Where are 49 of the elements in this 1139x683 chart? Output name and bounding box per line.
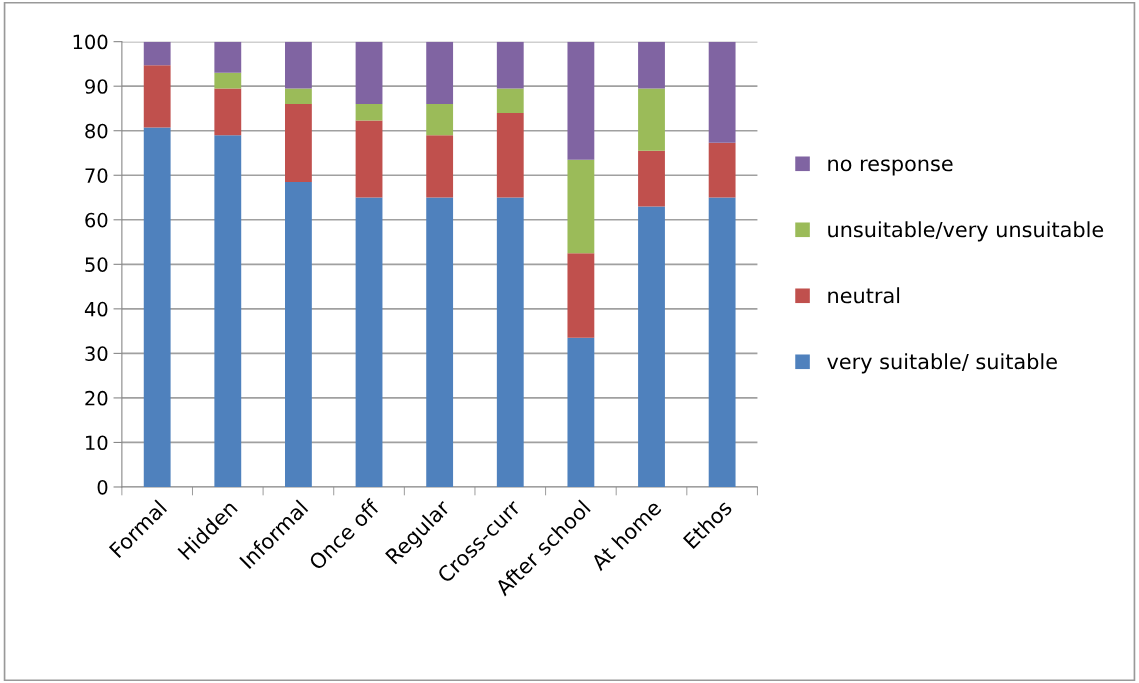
bar [143,41,171,66]
bar [638,41,665,89]
legend-label: unsuitable/very unsuitable [828,221,1104,242]
bar [426,41,454,105]
bar [214,88,242,136]
y-tick-label: 30 [85,346,108,362]
y-tick-label: 90 [85,79,108,94]
bar [355,197,383,487]
bar [567,253,595,338]
bar [426,197,454,487]
bar [285,181,312,487]
bar [708,197,736,487]
bar [285,104,312,182]
bar [496,41,524,89]
bar [708,142,736,198]
bar [214,72,242,89]
legend-label: no response [828,159,953,176]
bar [143,127,171,487]
y-tick-label: 100 [73,34,108,50]
bar [355,41,383,105]
bar [496,112,524,198]
bar [567,159,595,254]
bar [285,41,312,89]
y-tick-label: 60 [85,212,108,228]
bar [567,41,595,160]
legend-label: very suitable/ suitable [827,353,1057,374]
y-tick-label: 50 [85,257,108,272]
bar [214,135,242,487]
bar [426,135,454,198]
y-tick-label: 10 [86,435,108,451]
bar [355,120,383,198]
bar [638,206,665,487]
bar [708,41,736,143]
bar [496,88,524,113]
bar [426,104,454,136]
bar [143,65,171,128]
bar [355,104,383,121]
bar [638,88,665,151]
bar [214,41,242,73]
y-tick-label: 70 [85,168,108,183]
y-tick-label: 0 [97,479,108,495]
bar [638,150,665,207]
legend-label: neutral [828,287,900,304]
y-tick-label: 40 [84,301,108,317]
bar [285,88,312,105]
bar [567,337,595,487]
y-tick-label: 80 [85,123,108,139]
y-tick-label: 20 [85,390,108,406]
bar [496,197,524,487]
